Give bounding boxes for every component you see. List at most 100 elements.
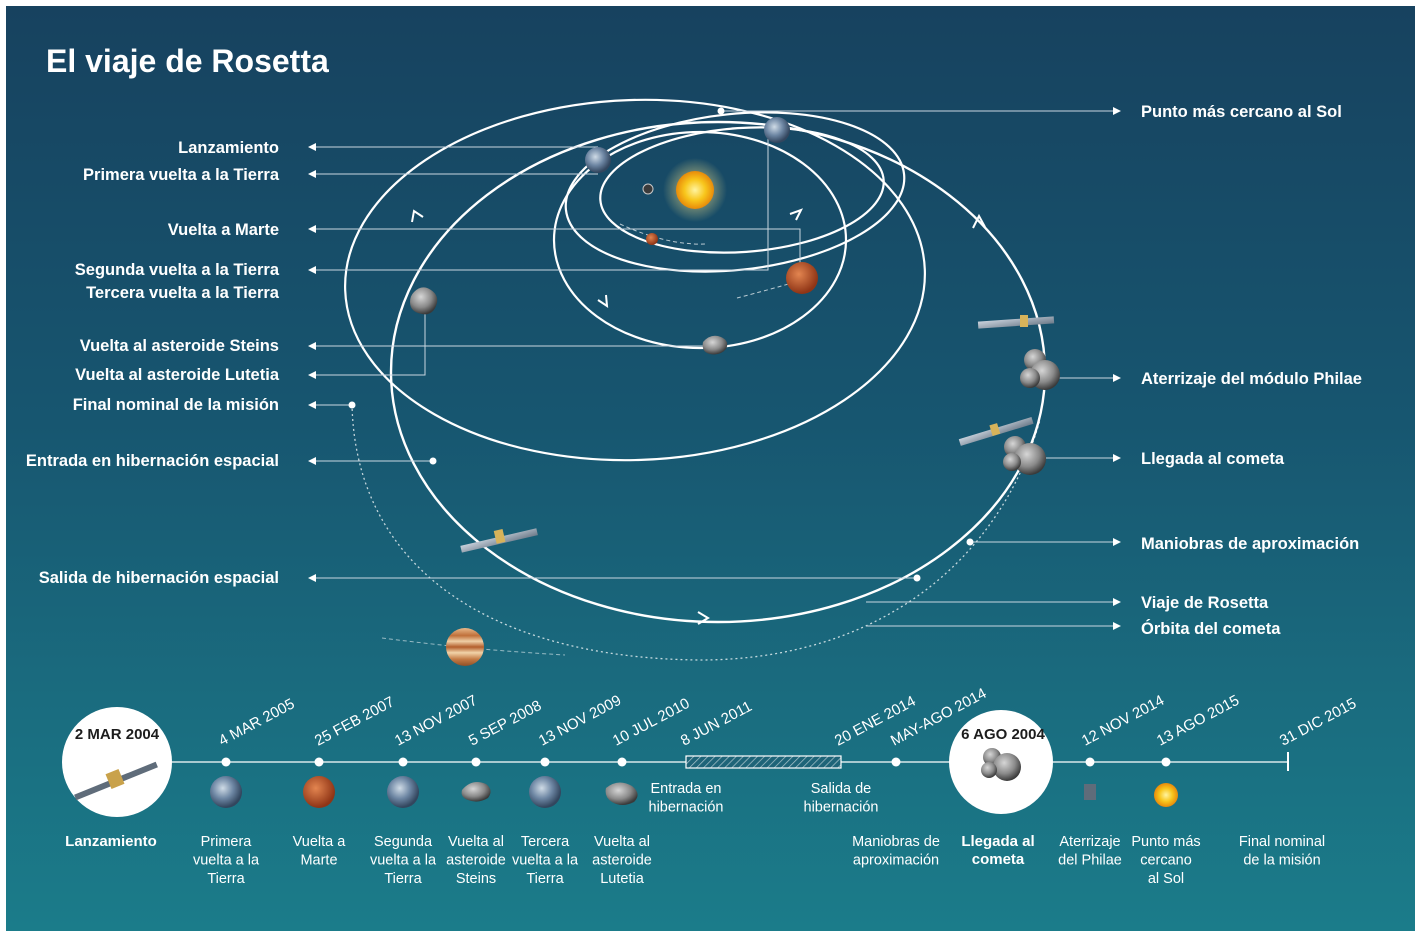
earth-icon bbox=[210, 776, 242, 808]
small-mars-icon bbox=[646, 233, 658, 245]
label-lanzamiento: Lanzamiento bbox=[178, 139, 279, 157]
left-labels: Lanzamiento Primera vuelta a la Tierra V… bbox=[26, 139, 280, 587]
timeline-label: Tercera bbox=[521, 834, 570, 850]
timeline-date: 31 DIC 2015 bbox=[1277, 695, 1359, 750]
launch-spacecraft-icon bbox=[74, 761, 158, 801]
label-vuelta-steins: Vuelta al asteroide Steins bbox=[80, 337, 279, 355]
timeline-label: Aterrizaje bbox=[1059, 834, 1120, 850]
earth-icon bbox=[764, 117, 790, 143]
label-vuelta-marte: Vuelta a Marte bbox=[168, 221, 279, 239]
timeline-label: Segunda bbox=[374, 834, 433, 850]
timeline-label: de la misión bbox=[1243, 853, 1320, 869]
timeline-label: Primera bbox=[201, 834, 253, 850]
timeline-label: Marte bbox=[300, 853, 337, 869]
arrival-comet-icon bbox=[981, 748, 1021, 781]
timeline-event: 31 DIC 2015 Final nominal de la misión bbox=[1239, 695, 1359, 869]
mars-icon bbox=[303, 776, 335, 808]
timeline-dot bbox=[471, 757, 481, 767]
timeline-dot bbox=[1085, 757, 1095, 767]
timeline-label: Steins bbox=[456, 871, 496, 887]
timeline-label: Tierra bbox=[384, 871, 422, 887]
timeline-events: 4 MAR 2005 Primera vuelta a la Tierra 25 FEB… bbox=[193, 685, 1359, 887]
left-connectors bbox=[316, 132, 917, 579]
earth-icon bbox=[529, 776, 561, 808]
right-connectors bbox=[721, 110, 1113, 627]
label-aterrizaje-philae: Aterrizaje del módulo Philae bbox=[1141, 370, 1362, 388]
timeline-label: aproximación bbox=[853, 853, 939, 869]
launch-label: Lanzamiento bbox=[65, 833, 157, 850]
label-salida-hibernacion: Salida de hibernación espacial bbox=[39, 569, 279, 587]
rosetta-spacecraft-icon bbox=[958, 417, 1034, 446]
label-punto-cercano-sol: Punto más cercano al Sol bbox=[1141, 103, 1342, 121]
timeline-dot bbox=[891, 757, 901, 767]
timeline-label: Punto más bbox=[1131, 834, 1200, 850]
label-vuelta-lutetia: Vuelta al asteroide Lutetia bbox=[75, 366, 280, 384]
timeline-date: 13 NOV 2007 bbox=[392, 692, 480, 750]
jupiter-icon bbox=[446, 628, 484, 666]
mars-icon bbox=[786, 262, 818, 294]
launch-date: 2 MAR 2004 bbox=[75, 726, 160, 743]
label-orbita-cometa: Órbita del cometa bbox=[1141, 619, 1281, 638]
timeline-label: vuelta a la bbox=[370, 853, 437, 869]
timeline-event: 13 AGO 2015 Punto más cercano al Sol bbox=[1131, 692, 1242, 887]
label-primera-vuelta-tierra: Primera vuelta a la Tierra bbox=[83, 166, 280, 184]
timeline-dot bbox=[398, 757, 408, 767]
timeline-label: hibernación bbox=[649, 800, 724, 816]
timeline-label: hibernación bbox=[804, 800, 879, 816]
timeline-date: 10 JUL 2010 bbox=[610, 695, 693, 750]
small-planet-icon bbox=[642, 183, 654, 195]
rosetta-loop-middle bbox=[564, 111, 906, 273]
timeline-label: Vuelta al bbox=[594, 834, 650, 850]
asteroid-steins-icon bbox=[702, 335, 728, 355]
label-tercera-vuelta-tierra: Tercera vuelta a la Tierra bbox=[86, 284, 280, 302]
timeline-date: 13 AGO 2015 bbox=[1154, 692, 1242, 750]
sun-icon bbox=[663, 158, 727, 222]
arrival-label-line1: Llegada al bbox=[961, 833, 1034, 850]
timeline-dot bbox=[221, 757, 231, 767]
timeline-label: Tierra bbox=[526, 871, 564, 887]
timeline-label: Lutetia bbox=[600, 871, 644, 887]
timeline-label: asteroide bbox=[592, 853, 652, 869]
label-llegada-cometa: Llegada al cometa bbox=[1141, 450, 1285, 468]
orbit-arrows bbox=[411, 208, 986, 625]
timeline-label: del Philae bbox=[1058, 853, 1122, 869]
label-entrada-hibernacion: Entrada en hibernación espacial bbox=[26, 452, 279, 470]
comet-arrival-icon bbox=[1003, 436, 1046, 475]
timeline-label: Vuelta al bbox=[448, 834, 504, 850]
philae-lander-icon bbox=[1084, 784, 1096, 800]
label-maniobras: Maniobras de aproximación bbox=[1141, 535, 1359, 553]
rosetta-spacecraft-icon bbox=[977, 315, 1055, 329]
label-viaje-rosetta: Viaje de Rosetta bbox=[1141, 594, 1269, 612]
timeline-label: vuelta a la bbox=[193, 853, 260, 869]
timeline-label: Tierra bbox=[207, 871, 245, 887]
orbit-dots bbox=[348, 107, 974, 582]
rosetta-spacecraft-icon bbox=[460, 528, 538, 553]
left-arrowheads bbox=[308, 143, 316, 582]
timeline-dot bbox=[617, 757, 627, 767]
timeline-label: vuelta a la bbox=[512, 853, 579, 869]
timeline-label: Vuelta a bbox=[293, 834, 347, 850]
timeline-label: asteroide bbox=[446, 853, 506, 869]
sun-icon bbox=[1154, 783, 1178, 807]
label-segunda-vuelta-tierra: Segunda vuelta a la Tierra bbox=[75, 261, 280, 279]
timeline-label: Final nominal bbox=[1239, 834, 1325, 850]
comet-philae-icon bbox=[1020, 349, 1060, 390]
asteroid-icon bbox=[605, 782, 638, 805]
arrival-date: 6 AGO 2004 bbox=[961, 726, 1045, 743]
rosetta-loop-inner bbox=[599, 126, 885, 254]
rosetta-loop-steins bbox=[552, 130, 848, 350]
timeline-dot bbox=[1161, 757, 1171, 767]
timeline-date: 12 NOV 2014 bbox=[1079, 692, 1167, 750]
right-labels: Punto más cercano al Sol Aterrizaje del … bbox=[1141, 103, 1362, 638]
label-final-nominal: Final nominal de la misión bbox=[73, 396, 279, 414]
comet-orbit-path bbox=[351, 403, 1041, 661]
page-title: El viaje de Rosetta bbox=[46, 43, 329, 79]
arrival-label-line2: cometa bbox=[972, 851, 1025, 868]
hibernation-bar-hatch bbox=[686, 756, 841, 768]
earth-icon bbox=[387, 776, 419, 808]
right-arrowheads bbox=[1113, 107, 1121, 630]
asteroid-lutetia-icon bbox=[410, 287, 438, 315]
